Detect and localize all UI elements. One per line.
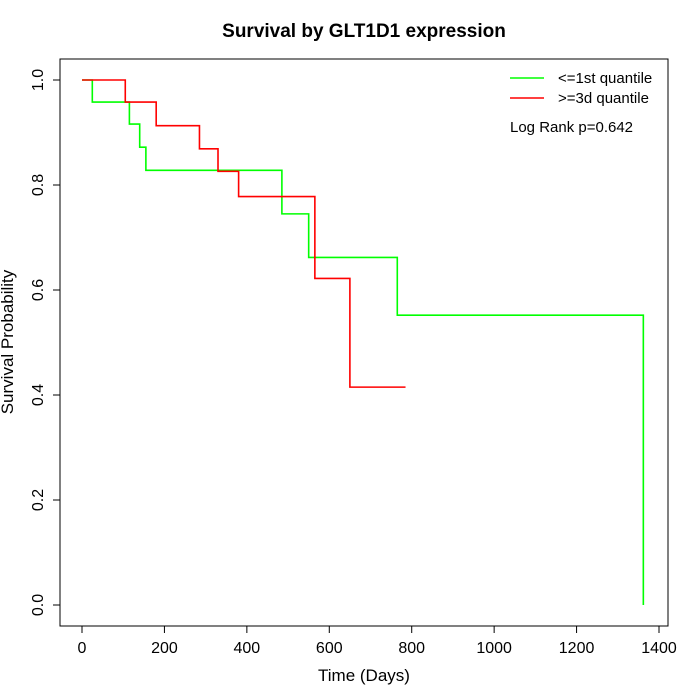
- x-axis-label: Time (Days): [318, 666, 410, 685]
- legend-label-1: >=3d quantile: [558, 90, 649, 107]
- legend: <=1st quantile >=3d quantile: [510, 70, 652, 107]
- x-tick-label: 800: [398, 640, 425, 657]
- x-tick-label: 1400: [641, 640, 677, 657]
- plot-frame: [59, 58, 669, 627]
- series-line-0: [82, 79, 645, 605]
- log-rank-annotation: Log Rank p=0.642: [510, 119, 633, 136]
- x-tick-label: 600: [316, 640, 343, 657]
- x-tick-label: 1000: [476, 640, 512, 657]
- x-tick-label: 200: [151, 640, 178, 657]
- legend-label-0: <=1st quantile: [558, 70, 652, 87]
- x-tick-label: 0: [78, 640, 87, 657]
- y-tick-label: 0.4: [30, 384, 47, 406]
- x-tick-label: 400: [234, 640, 261, 657]
- x-tick-label: 1200: [559, 640, 595, 657]
- y-tick-label: 0.0: [30, 594, 47, 616]
- chart-title: Survival by GLT1D1 expression: [222, 21, 506, 42]
- x-axis: 0 200 400 600 800 1000 1200 1400: [78, 625, 677, 657]
- y-axis: 0.0 0.2 0.4 0.6 0.8 1.0: [30, 69, 61, 616]
- y-tick-label: 0.2: [30, 489, 47, 511]
- y-tick-label: 0.6: [30, 279, 47, 301]
- y-tick-label: 1.0: [30, 69, 47, 91]
- y-axis-label: Survival Probability: [0, 269, 17, 414]
- series-layer: [82, 79, 645, 605]
- y-tick-label: 0.8: [30, 174, 47, 196]
- series-line-1: [82, 79, 406, 388]
